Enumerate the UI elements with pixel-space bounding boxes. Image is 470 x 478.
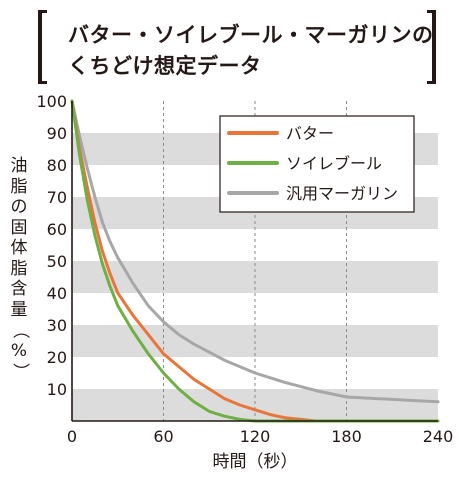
y-tick-label: 20	[47, 348, 67, 367]
x-tick-label: 0	[67, 427, 77, 446]
x-tick-label: 240	[423, 427, 454, 446]
y-tick-label: 80	[47, 156, 67, 175]
x-axis-label: 時間（秒）	[213, 452, 298, 472]
y-tick-label: 60	[47, 220, 67, 239]
y-tick-label: 40	[47, 284, 67, 303]
chart-title: バター・ソイレブール・マーガリンの くちどけ想定データ	[34, 9, 440, 85]
y-axis-label-char: の	[10, 197, 28, 217]
y-axis-label-char: 体	[10, 238, 28, 258]
legend-label: ソイレブール	[286, 154, 382, 173]
y-tick-label: 100	[36, 92, 67, 111]
legend-label: バター	[286, 124, 334, 143]
x-tick-label: 60	[153, 427, 173, 446]
y-axis-label-char: 量	[10, 299, 28, 320]
y-axis-label-char: 脂	[10, 258, 28, 279]
chart-title-line2: くちどけ想定データ	[68, 54, 262, 78]
x-tick-label: 120	[240, 427, 271, 446]
y-axis-label-char: %	[10, 340, 28, 361]
y-tick-labels: 10 20 30 40 50 60 70 80 90 100	[36, 92, 67, 399]
legend-label: 汎用マーガリン	[286, 184, 398, 203]
y-axis-label-char: 油	[10, 156, 28, 176]
y-tick-label: 10	[47, 380, 67, 399]
left-bracket	[38, 9, 47, 85]
y-tick-label: 70	[47, 188, 67, 207]
vertical-gridlines	[163, 101, 347, 421]
y-tick-label: 30	[47, 316, 67, 335]
y-tick-label: 90	[47, 124, 67, 143]
x-tick-label: 180	[331, 427, 362, 446]
axes	[71, 101, 438, 422]
y-axis-label-char: 脂	[10, 176, 28, 197]
x-tick-labels: 0 60 120 180 240	[67, 427, 453, 446]
grid-band	[72, 389, 438, 421]
series-line	[70, 99, 440, 404]
title-brackets	[38, 9, 436, 85]
y-axis-label: 油脂の固体脂含量（%）	[8, 156, 30, 382]
chart-title-line1: バター・ソイレブール・マーガリンの	[68, 23, 434, 47]
y-axis-label-char: 固	[10, 217, 28, 238]
y-axis-label-char: 含	[10, 279, 28, 299]
y-tick-label: 50	[47, 252, 67, 271]
right-bracket	[427, 9, 436, 85]
